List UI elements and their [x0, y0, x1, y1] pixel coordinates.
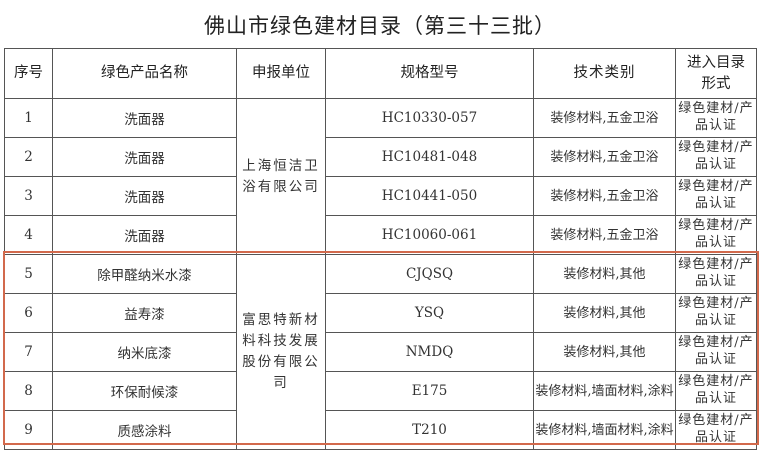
cell-no: 4: [4, 215, 53, 255]
cell-product-name: 益寿漆: [52, 293, 237, 333]
cell-tech-category: 装修材料,五金卫浴: [533, 98, 676, 138]
cell-model: E175: [325, 371, 534, 411]
header-no: 序号: [4, 48, 53, 99]
cell-tech-category: 装修材料,其他: [533, 293, 676, 333]
cell-model: HC10441-050: [325, 176, 534, 216]
cell-entry-form: 绿色建材/产品认证: [675, 332, 757, 372]
table-row: 5 除甲醛纳米水漆 富思特新材料科技发展股份有限公司 CJQSQ 装修材料,其他 绿色建材…: [4, 254, 757, 450]
cell-tech-category: 装修材料,其他: [533, 332, 676, 372]
header-company: 申报单位: [236, 48, 326, 99]
cell-no: 3: [4, 176, 53, 216]
page-title: 佛山市绿色建材目录（第三十三批）: [204, 14, 556, 38]
cell-no: 7: [4, 332, 53, 372]
cell-model: NMDQ: [325, 332, 534, 372]
cell-no: 5: [4, 254, 53, 294]
table-row: 7 纳米底漆 NMDQ 装修材料,其他 绿色建材/产品认证: [4, 332, 757, 372]
cell-entry-form: 绿色建材/产品认证: [675, 98, 757, 138]
cell-entry-form: 绿色建材/产品认证: [675, 371, 757, 411]
header-entry-form: 进入目录形式: [675, 48, 757, 99]
cell-no: 2: [4, 137, 53, 177]
cell-tech-category: 装修材料,五金卫浴: [533, 137, 676, 177]
table-row: 6 益寿漆 YSQ 装修材料,其他 绿色建材/产品认证: [4, 293, 757, 333]
cell-no: 8: [4, 371, 53, 411]
table-row: 4 洗面器 HC10060-061 装修材料,五金卫浴 绿色建材/产品认证: [4, 215, 757, 255]
cell-product-name: 洗面器: [52, 137, 237, 177]
table-row: 8 环保耐候漆 E175 装修材料,墙面材料,涂料 绿色建材/产品认证: [4, 371, 757, 411]
table-row: 1 洗面器 上海恒洁卫浴有限公司 HC10330-057 装修材料,五金卫浴 绿色建材/产…: [4, 98, 757, 255]
cell-no: 1: [4, 98, 53, 138]
cell-product-name: 除甲醛纳米水漆: [52, 254, 237, 294]
cell-entry-form: 绿色建材/产品认证: [675, 137, 757, 177]
cell-product-name: 洗面器: [52, 176, 237, 216]
cell-company: 富思特新材料科技发展股份有限公司: [236, 254, 326, 450]
cell-company: 上海恒洁卫浴有限公司: [236, 98, 326, 255]
cell-tech-category: 装修材料,五金卫浴: [533, 176, 676, 216]
table-header-row: 序号 绿色产品名称 申报单位 规格型号 技术类别 进入目录形式: [4, 48, 757, 99]
cell-entry-form: 绿色建材/产品认证: [675, 215, 757, 255]
cell-product-name: 洗面器: [52, 215, 237, 255]
cell-product-name: 环保耐候漆: [52, 371, 237, 411]
header-tech-category: 技术类别: [533, 48, 676, 99]
cell-model: HC10481-048: [325, 137, 534, 177]
table-row: 2 洗面器 HC10481-048 装修材料,五金卫浴 绿色建材/产品认证: [4, 137, 757, 177]
catalog-table: 序号 绿色产品名称 申报单位 规格型号 技术类别 进入目录形式 1 洗面器 上海恒洁…: [4, 48, 757, 450]
cell-product-name: 洗面器: [52, 98, 237, 138]
cell-tech-category: 装修材料,其他: [533, 254, 676, 294]
cell-tech-category: 装修材料,墙面材料,涂料: [533, 371, 676, 411]
table-row: 3 洗面器 HC10441-050 装修材料,五金卫浴 绿色建材/产品认证: [4, 176, 757, 216]
cell-product-name: 纳米底漆: [52, 332, 237, 372]
cell-model: HC10060-061: [325, 215, 534, 255]
cell-model: HC10330-057: [325, 98, 534, 138]
cell-model: YSQ: [325, 293, 534, 333]
cell-entry-form: 绿色建材/产品认证: [675, 293, 757, 333]
header-product-name: 绿色产品名称: [52, 48, 237, 99]
cell-no: 6: [4, 293, 53, 333]
header-model: 规格型号: [325, 48, 534, 99]
cell-tech-category: 装修材料,五金卫浴: [533, 215, 676, 255]
cell-model: CJQSQ: [325, 254, 534, 294]
cell-entry-form: 绿色建材/产品认证: [675, 254, 757, 294]
cell-entry-form: 绿色建材/产品认证: [675, 176, 757, 216]
